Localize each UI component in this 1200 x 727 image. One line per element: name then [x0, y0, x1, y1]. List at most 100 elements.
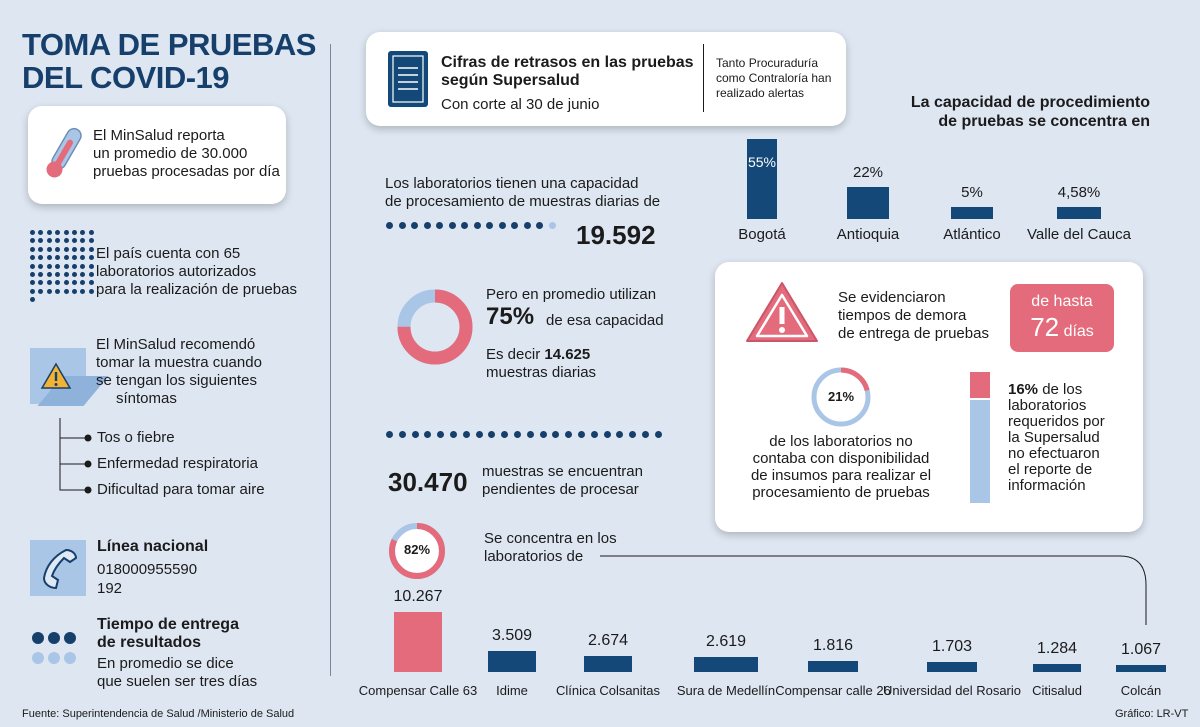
lab-dot — [63, 263, 69, 269]
lab-bar-value: 3.509 — [491, 627, 533, 645]
lab-dot — [46, 288, 52, 294]
region-category-label: Antioquia — [836, 226, 900, 243]
labs-21-percent: 21% — [827, 389, 855, 404]
hotline-number: 018000955590 — [97, 561, 198, 578]
lab-dot — [30, 238, 35, 244]
pending-dot — [501, 431, 509, 438]
header-card-subtitle: Con corte al 30 de junio — [441, 96, 600, 113]
lab-dot — [80, 263, 86, 269]
lab-dot — [63, 246, 69, 252]
region-category-label: Bogotá — [738, 226, 786, 243]
capacity-dot — [448, 222, 456, 229]
region-bar-label: 22% — [852, 164, 884, 181]
usage-percent: 75% — [486, 303, 535, 330]
capacity-dot — [436, 222, 443, 229]
capacity-dot — [548, 222, 556, 229]
lab-dot — [72, 263, 77, 269]
lab-dot — [72, 246, 77, 252]
document-icon — [388, 51, 428, 107]
symptom-item: Dificultad para tomar aire — [97, 481, 265, 498]
lab-dot — [46, 272, 52, 277]
lab-category-label: Idime — [496, 683, 528, 698]
pending-dot — [603, 431, 611, 438]
pending-dot — [616, 431, 624, 438]
labs-16-text: 16% de los laboratorios requeridos por l… — [1008, 381, 1105, 494]
lab-dot — [38, 255, 44, 261]
lab-dot — [63, 272, 69, 277]
capacity-dot — [411, 222, 418, 229]
source-note: Fuente: Superintendencia de Salud /Minis… — [22, 708, 295, 720]
recommend-text: El MinSalud recomendó tomar la muestra c… — [96, 336, 262, 407]
lab-dot — [55, 263, 61, 269]
capacity-dot — [523, 222, 531, 229]
lab-category-label: Compensar calle 26 — [775, 683, 891, 698]
lab-dot — [30, 288, 35, 294]
capacity-dot — [473, 222, 481, 229]
pending-dot — [565, 431, 573, 438]
regions-title: La capacidad de procedimiento de pruebas… — [910, 94, 1150, 130]
lab-dot — [46, 263, 52, 269]
lab-dot — [38, 246, 44, 252]
lab-dot — [80, 288, 86, 294]
lab-dot — [30, 246, 35, 252]
pending-dot — [488, 431, 496, 438]
lab-bar — [927, 662, 977, 672]
labs-authorized-text: El país cuenta con 65 laboratorios autor… — [96, 245, 297, 298]
usage-donut — [397, 289, 473, 365]
lab-bar-value: 2.674 — [587, 632, 629, 650]
lab-dot — [30, 263, 35, 269]
lab-dot — [88, 238, 94, 244]
lab-category-label: Clínica Colsanitas — [555, 683, 661, 698]
symptom-item: Tos o fiebre — [97, 429, 175, 446]
lab-dot — [88, 272, 94, 277]
region-bar — [1057, 207, 1101, 219]
concentration-text: Se concentra en los laboratorios de — [484, 530, 617, 565]
pending-dot — [552, 431, 560, 438]
lab-dot — [80, 230, 86, 235]
region-bar — [847, 187, 889, 219]
lab-dot — [30, 255, 35, 261]
pending-dot — [578, 431, 585, 438]
lab-dot — [88, 246, 94, 252]
lab-dot — [72, 255, 77, 261]
capacity-dot — [486, 222, 493, 229]
phone-icon — [42, 548, 78, 590]
pending-dot — [411, 431, 419, 438]
pending-dot — [462, 431, 470, 438]
concentration-ring — [389, 523, 445, 579]
capacity-dot — [461, 222, 468, 229]
lab-dot — [38, 272, 44, 277]
pending-dot — [539, 431, 547, 438]
lab-category-label: Universidad del Rosario — [882, 683, 1022, 698]
lab-category-label: Colcán — [1120, 683, 1162, 698]
minsalud-card-text: El MinSalud reporta un promedio de 30.00… — [93, 127, 280, 180]
lab-bar — [1116, 665, 1166, 672]
lab-dot — [55, 280, 61, 286]
lab-bar — [1033, 664, 1081, 672]
capacity-dot — [423, 222, 431, 229]
lab-dot — [46, 238, 52, 244]
lab-bar — [694, 656, 758, 672]
lab-dot — [38, 263, 44, 269]
lab-dot — [55, 272, 61, 277]
lab-category-label: Citisalud — [1032, 683, 1082, 698]
lab-bar-value: 1.816 — [812, 637, 854, 655]
lab-dot — [72, 280, 77, 286]
lab-dot — [63, 255, 69, 261]
alert-text: Se evidenciaron tiempos de demora de ent… — [838, 289, 989, 342]
lab-dot — [38, 280, 44, 286]
pending-dot — [398, 431, 406, 438]
region-bar — [747, 139, 777, 219]
lab-dot — [88, 255, 94, 261]
region-category-label: Atlántico — [943, 226, 1001, 243]
capacity-dot — [536, 222, 543, 229]
usage-equivalent: Es decir 14.625 muestras diarias — [486, 346, 597, 381]
pending-dot — [642, 431, 649, 438]
lab-category-label: Sura de Medellín — [676, 683, 776, 698]
header-card-separator — [703, 44, 704, 112]
delivery-dot — [32, 652, 44, 664]
lab-dot — [30, 280, 35, 286]
page-title: TOMA DE PRUEBAS DEL COVID-19 — [22, 27, 316, 95]
delivery-dot — [64, 632, 76, 644]
lab-bar-value: 1.703 — [931, 638, 973, 656]
